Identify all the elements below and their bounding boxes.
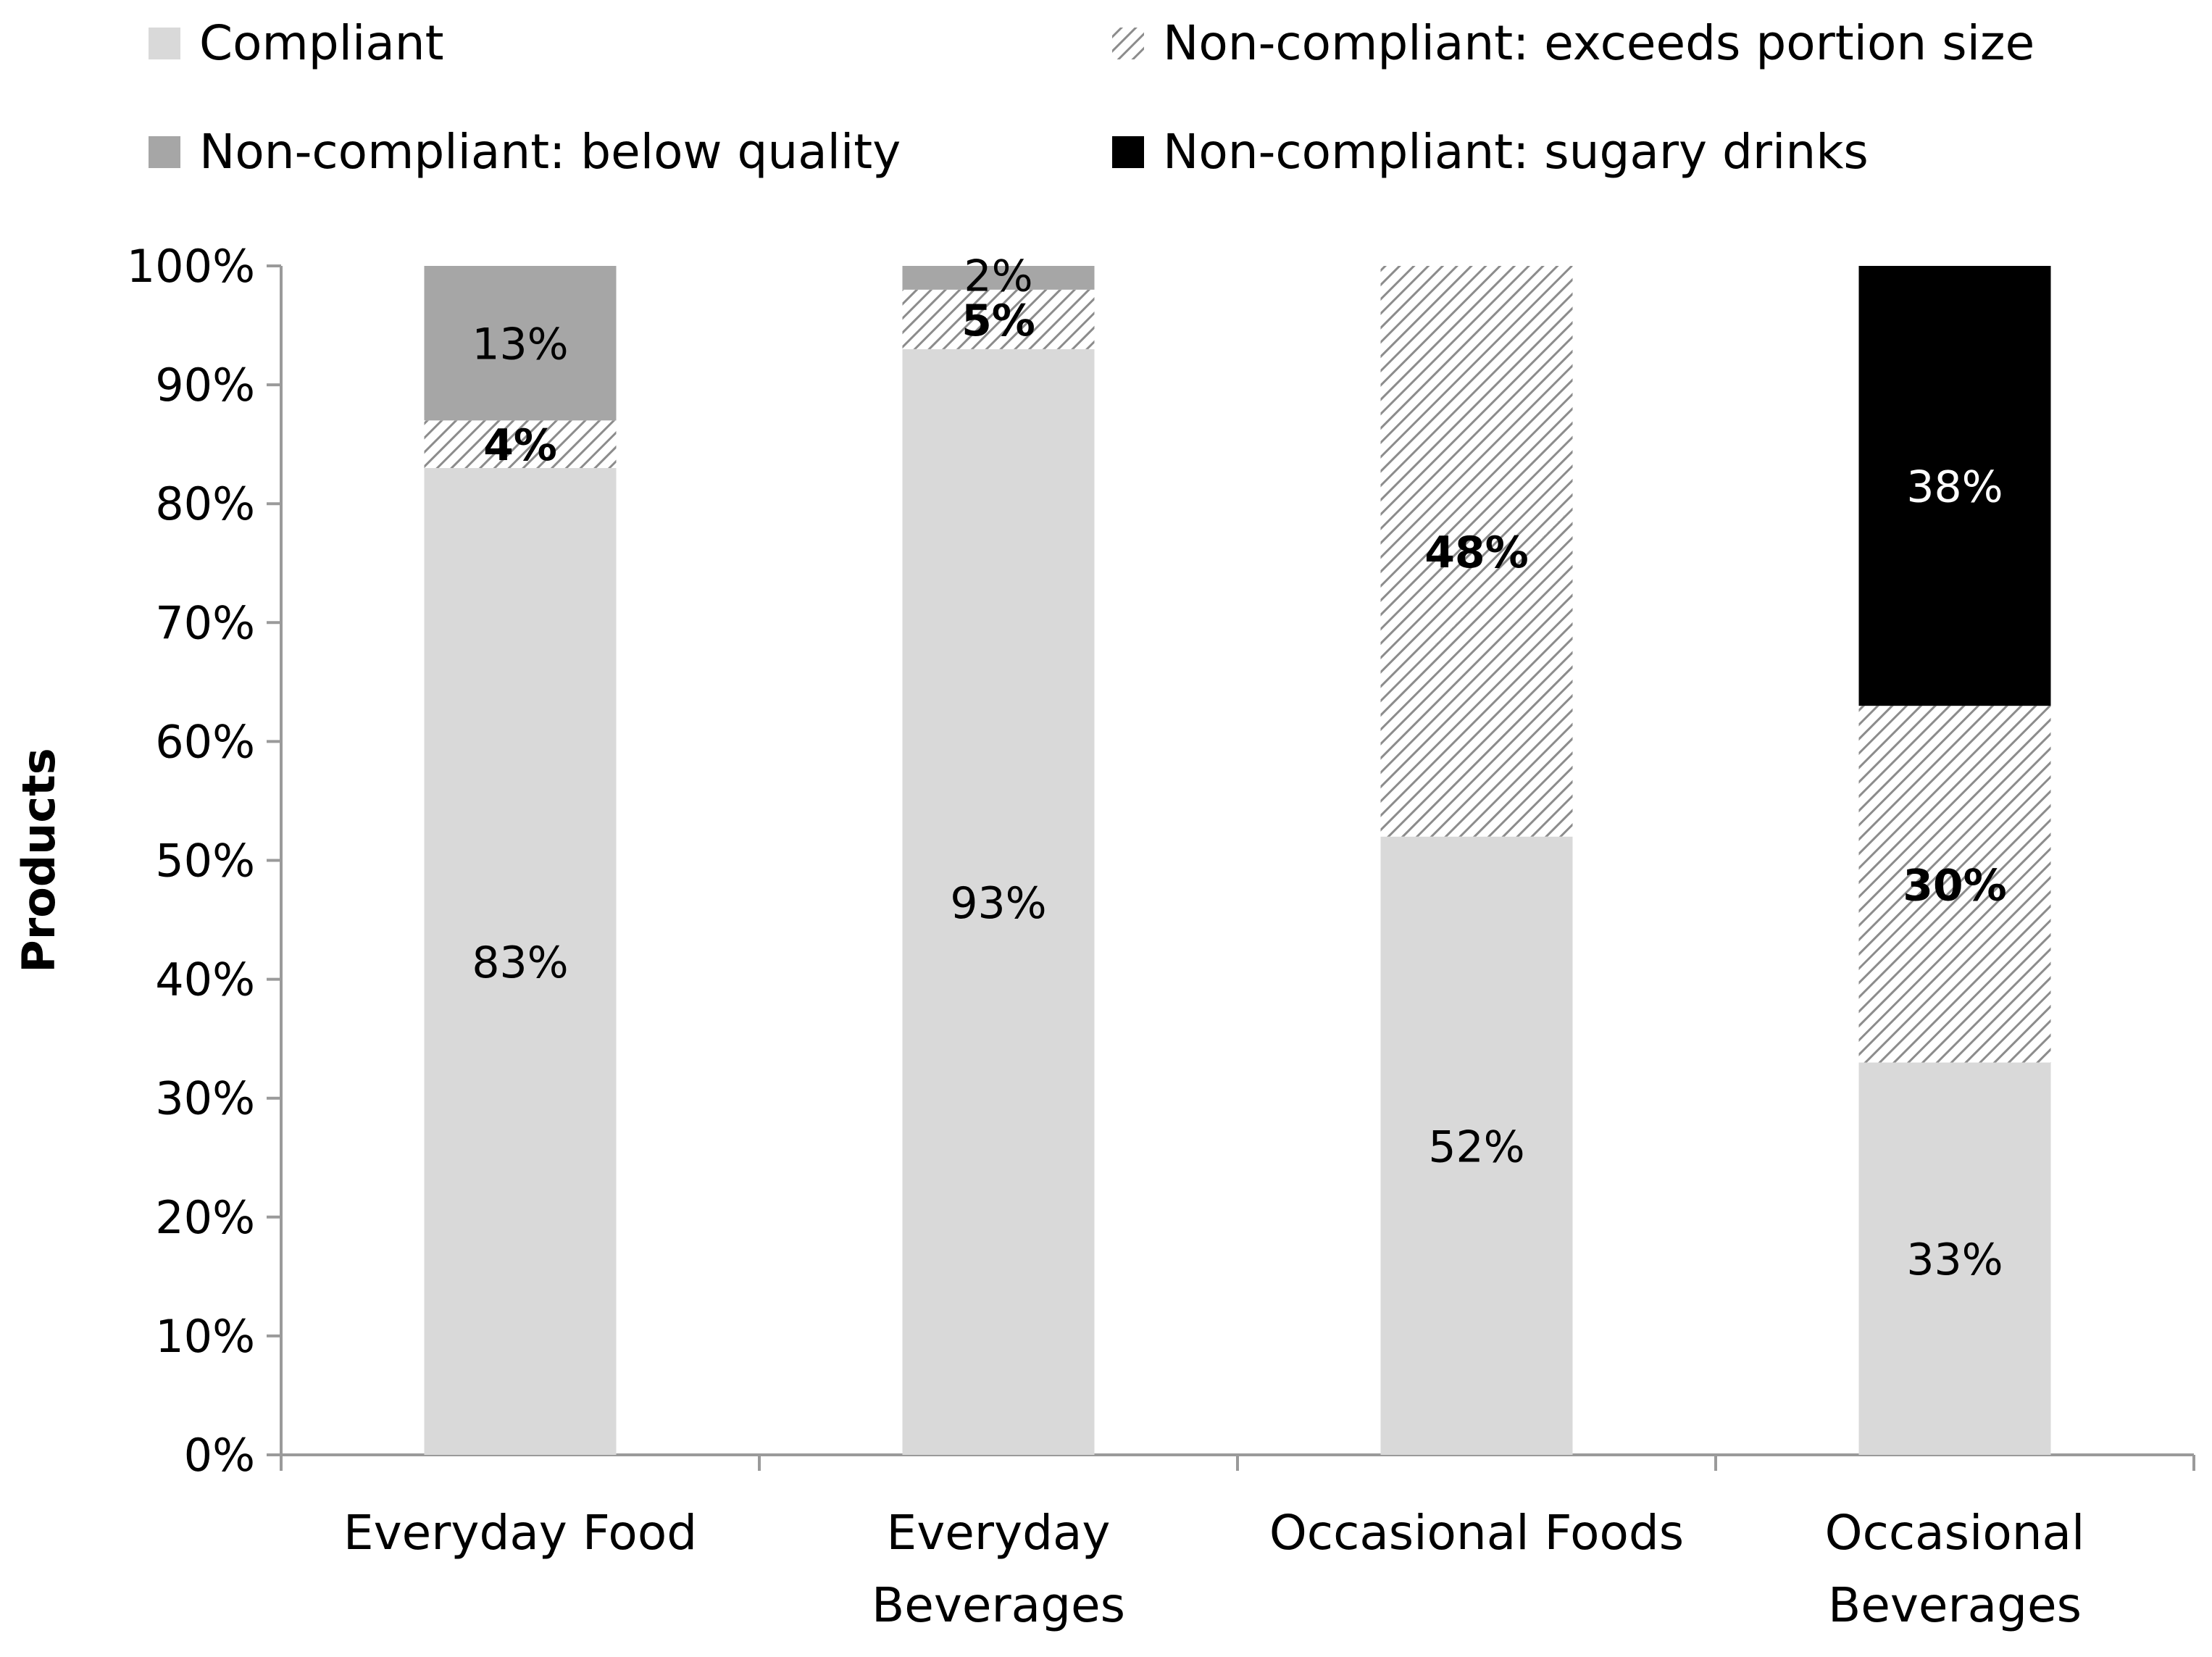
bar-segment bbox=[424, 467, 617, 1455]
legend-label: Non-compliant: sugary drinks bbox=[1163, 124, 1869, 180]
bar-segment bbox=[1380, 836, 1573, 1455]
data-label: 52% bbox=[1428, 1122, 1524, 1172]
legend-label: Non-compliant: below quality bbox=[199, 124, 901, 180]
bar-segment bbox=[424, 420, 617, 468]
y-tick-label: 50% bbox=[155, 835, 255, 888]
y-tick-label: 80% bbox=[155, 477, 255, 530]
bar-segment bbox=[902, 289, 1095, 349]
y-tick-label: 0% bbox=[184, 1429, 255, 1482]
bars bbox=[424, 266, 2051, 1455]
bar-segment bbox=[424, 266, 617, 421]
bar-segment bbox=[1858, 1062, 2051, 1455]
legend: Compliant Non-compliant: exceeds portion … bbox=[149, 15, 2034, 180]
bar-segment bbox=[902, 348, 1095, 1455]
legend-label: Compliant bbox=[199, 15, 443, 71]
y-tick-label: 30% bbox=[155, 1072, 255, 1125]
y-tick-label: 100% bbox=[127, 240, 255, 293]
data-label: 83% bbox=[472, 938, 568, 988]
y-tick-label: 70% bbox=[155, 596, 255, 649]
data-label: 38% bbox=[1906, 462, 2003, 513]
legend-swatch bbox=[1112, 28, 1144, 59]
legend-swatch bbox=[1112, 136, 1144, 168]
bar-segment bbox=[1858, 706, 2051, 1063]
data-label: 48% bbox=[1424, 527, 1529, 578]
y-tick-label: 10% bbox=[155, 1310, 255, 1363]
y-tick-label: 20% bbox=[155, 1191, 255, 1244]
x-tick-label: Everyday Food bbox=[343, 1505, 697, 1561]
data-label: 13% bbox=[472, 320, 568, 370]
y-tick-label: 60% bbox=[155, 715, 255, 768]
legend-swatch bbox=[149, 136, 180, 168]
data-label: 4% bbox=[483, 420, 557, 471]
data-label: 2% bbox=[964, 251, 1032, 301]
tick-labels: 0% 10% 20% 30% 40% 50% 60% 70% 80% 90% 100% Everyda… bbox=[127, 240, 2085, 1633]
y-tick-label: 40% bbox=[155, 953, 255, 1006]
legend-label: Non-compliant: exceeds portion size bbox=[1163, 15, 2034, 71]
bar-segment bbox=[1858, 266, 2051, 706]
y-axis-title: Products bbox=[12, 748, 65, 972]
legend-swatch bbox=[149, 28, 180, 59]
x-tick-label: Occasional Foods bbox=[1269, 1505, 1684, 1561]
data-label: 5% bbox=[961, 296, 1035, 346]
x-tick-label: Everyday Beverages bbox=[872, 1505, 1125, 1633]
bar-segment bbox=[902, 266, 1095, 290]
data-label: 93% bbox=[950, 878, 1046, 929]
data-labels: 83% 4% 13% 93% 5%2% 52% 48% 33% 30% 38% bbox=[472, 251, 2006, 1285]
data-label: 33% bbox=[1906, 1235, 2003, 1285]
data-label: 30% bbox=[1903, 860, 2007, 911]
bar-segment bbox=[1380, 266, 1573, 837]
x-tick-label: Occasional Beverages bbox=[1825, 1505, 2085, 1633]
y-tick-label: 90% bbox=[155, 359, 255, 412]
